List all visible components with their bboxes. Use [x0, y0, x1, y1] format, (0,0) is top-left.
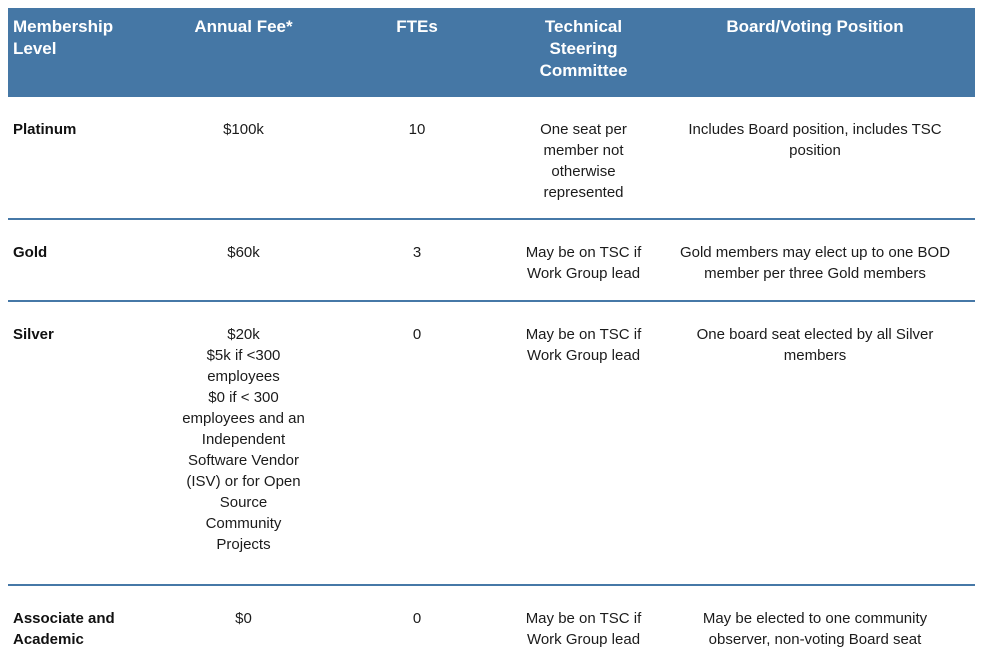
cell-ftes: 0 [412, 326, 422, 343]
membership-table: Membership Level Annual Fee* FTEs Techni… [8, 8, 975, 672]
cell-tsc: May be on TSC if Work Group lead [525, 244, 642, 282]
cell-board-position: Gold members may elect up to one BOD mem… [679, 244, 951, 282]
cell-level: Platinum [13, 121, 77, 138]
table-row-silver: Silver $20k $5k if <300 employees $0 if … [8, 300, 975, 584]
header-cell-technical-steering-committee: Technical Steering Committee [539, 17, 628, 80]
cell-annual-fee: $20k $5k if <300 employees $0 if < 300 e… [182, 326, 305, 553]
cell-board-position: One board seat elected by all Silver mem… [696, 326, 934, 364]
cell-tsc: May be on TSC if Work Group lead [525, 326, 642, 364]
cell-annual-fee: $60k [227, 244, 260, 261]
table-header-row: Membership Level Annual Fee* FTEs Techni… [8, 8, 975, 97]
header-cell-board-voting-position: Board/Voting Position [726, 17, 904, 36]
cell-level: Silver [13, 326, 54, 343]
cell-tsc: One seat per member not otherwise repres… [540, 121, 627, 201]
cell-ftes: 10 [408, 121, 426, 138]
cell-board-position: May be elected to one community observer… [702, 610, 928, 648]
cell-annual-fee: $100k [223, 121, 264, 138]
cell-tsc: May be on TSC if Work Group lead [525, 610, 642, 648]
cell-annual-fee: $0 [235, 610, 252, 627]
cell-level: Associate and Academic [13, 610, 115, 648]
header-cell-annual-fee: Annual Fee* [194, 17, 293, 36]
table-row-gold: Gold $60k 3 May be on TSC if Work Group … [8, 218, 975, 300]
table-row-associate-academic: Associate and Academic $0 0 May be on TS… [8, 584, 975, 672]
cell-board-position: Includes Board position, includes TSC po… [688, 121, 942, 159]
header-cell-ftes: FTEs [396, 17, 438, 36]
cell-ftes: 0 [412, 610, 422, 627]
table-row-platinum: Platinum $100k 10 One seat per member no… [8, 97, 975, 218]
cell-ftes: 3 [412, 244, 422, 261]
header-cell-membership-level: Membership Level [13, 17, 114, 58]
cell-level: Gold [13, 244, 48, 261]
